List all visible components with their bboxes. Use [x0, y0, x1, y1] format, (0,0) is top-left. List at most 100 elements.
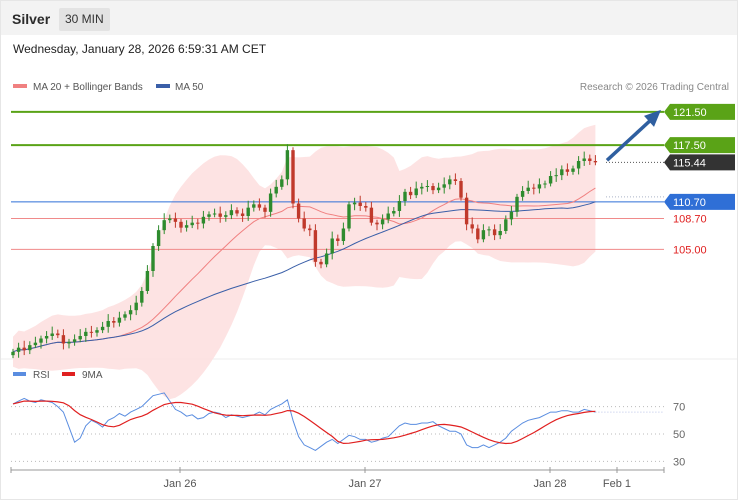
candle	[369, 201, 374, 226]
candle	[296, 198, 301, 223]
chart-datetime: Wednesday, January 28, 2026 6:59:31 AM C…	[13, 42, 267, 56]
candle	[106, 314, 110, 333]
candle	[414, 181, 418, 199]
candle	[352, 197, 357, 211]
candle	[257, 198, 262, 211]
candle	[431, 183, 435, 195]
candle	[252, 200, 256, 212]
candle	[229, 204, 234, 220]
last-price-tag	[664, 154, 735, 171]
candle	[50, 326, 54, 340]
candle	[565, 163, 570, 176]
level-label-117.50: 117.50	[673, 140, 706, 152]
candle	[408, 186, 413, 200]
candle	[448, 175, 452, 190]
candle	[319, 258, 323, 269]
chart-header: Silver 30 MIN	[1, 1, 737, 35]
candle	[330, 231, 334, 260]
candles-layer	[11, 144, 598, 359]
candle	[179, 218, 183, 233]
candle	[128, 305, 133, 321]
candle	[100, 321, 105, 334]
candle	[33, 336, 38, 349]
candle	[280, 175, 284, 190]
level-label-105.00: 105.00	[673, 244, 707, 256]
candle	[532, 183, 536, 195]
ma20-legend-label: MA 20 + Bollinger Bands	[33, 82, 143, 93]
candle	[313, 224, 318, 267]
candle	[162, 213, 166, 235]
candle	[140, 287, 144, 307]
candle	[515, 193, 519, 217]
candle	[11, 348, 15, 359]
rsi-tick-30: 30	[673, 456, 685, 468]
candle	[543, 180, 547, 189]
candle	[39, 335, 43, 349]
level-label-108.70: 108.70	[673, 214, 707, 226]
candle	[358, 195, 362, 211]
candle	[386, 206, 390, 224]
candle	[588, 154, 592, 165]
candle	[274, 179, 278, 198]
ma9-legend-label: 9MA	[82, 370, 103, 381]
candle	[235, 207, 239, 217]
time-axis-layer: Jan 26 Jan 27 Jan 28 Feb 1	[10, 467, 665, 490]
candle	[61, 329, 66, 350]
credit-label: Research © 2026 Trading Central	[580, 82, 729, 93]
candle	[548, 171, 553, 187]
candle	[56, 329, 60, 339]
candle	[184, 220, 189, 232]
candle	[464, 192, 469, 231]
candle	[487, 226, 491, 237]
level-labels-layer: 121.50 117.50 110.70 108.70 105.00 115.44	[664, 103, 735, 256]
candle	[240, 208, 245, 222]
candle	[263, 204, 267, 218]
candle	[145, 265, 150, 294]
candle	[201, 210, 206, 229]
candle	[347, 201, 351, 232]
ma50-legend-label: MA 50	[175, 82, 204, 93]
bollinger-layer	[13, 124, 596, 400]
candle	[291, 147, 295, 209]
candle	[22, 340, 26, 356]
candle	[364, 202, 368, 212]
candle	[123, 311, 127, 321]
candle	[72, 334, 77, 346]
candle	[498, 224, 502, 240]
candle	[436, 182, 441, 194]
candle	[425, 180, 430, 192]
candle	[117, 311, 122, 327]
ma50-legend-swatch	[156, 84, 170, 88]
candle	[84, 327, 88, 342]
rsi-line	[12, 392, 596, 451]
candle	[207, 211, 211, 221]
candle	[476, 224, 480, 244]
candle	[212, 208, 217, 218]
level-label-121.50: 121.50	[673, 107, 707, 119]
candle	[504, 215, 508, 234]
rsi-layer: 70 50 30	[11, 392, 685, 468]
candle	[246, 200, 250, 221]
levels-layer	[11, 110, 664, 250]
candle	[196, 218, 200, 230]
time-axis-label: Jan 26	[163, 478, 196, 490]
candle	[285, 144, 290, 186]
instrument-name: Silver	[12, 11, 51, 27]
candle	[173, 212, 178, 228]
candle	[481, 224, 486, 243]
candle	[67, 338, 71, 349]
candle	[268, 188, 273, 217]
candle	[341, 222, 346, 245]
candle	[218, 206, 222, 223]
candle	[156, 225, 161, 251]
candle	[375, 219, 379, 231]
candle	[470, 217, 474, 234]
candle	[537, 178, 542, 194]
rsi-tick-50: 50	[673, 429, 685, 441]
timeframe-button[interactable]: 30 MIN	[59, 8, 110, 31]
level-tag-117.50	[664, 137, 735, 154]
candle	[324, 248, 329, 268]
time-axis-label: Jan 28	[533, 478, 566, 490]
candle	[336, 234, 340, 246]
